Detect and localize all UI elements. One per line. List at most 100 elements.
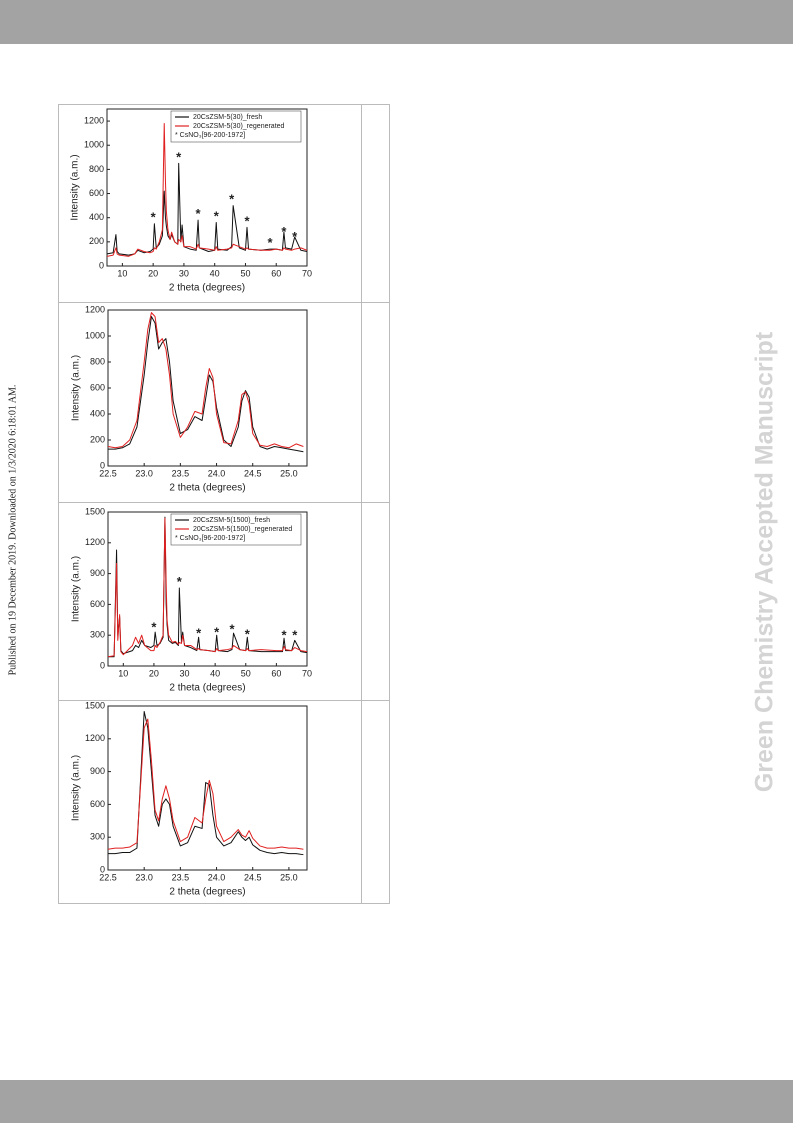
data-line — [108, 316, 304, 453]
y-axis-label: Intensity (a.m.) — [71, 556, 82, 622]
y-tick-label: 1000 — [84, 140, 104, 150]
x-tick-label: 50 — [241, 668, 251, 678]
legend-label: 20CsZSM-5(1500)_regenerated — [193, 526, 292, 533]
annotation: * — [214, 209, 220, 224]
y-tick-label: 900 — [90, 766, 105, 776]
plot-frame — [107, 511, 308, 667]
figure-table — [58, 104, 390, 904]
x-tick-label: 24.0 — [208, 872, 226, 882]
side-note: Published on 19 December 2019. Downloade… — [7, 385, 18, 676]
y-tick-label: 600 — [90, 599, 105, 609]
x-tick-label: 20 — [149, 668, 159, 678]
annotation: * — [196, 626, 202, 641]
legend-label: 20CsZSM-5(30)_fresh — [193, 114, 262, 121]
data-line — [106, 162, 308, 256]
annotation: * — [151, 210, 157, 225]
x-tick-label: 40 — [210, 668, 220, 678]
x-tick-label: 70 — [302, 668, 312, 678]
y-tick-label: 300 — [90, 832, 105, 842]
y-tick-label: 1000 — [85, 330, 105, 340]
x-tick-label: 40 — [210, 268, 220, 278]
legend-label: 20CsZSM-5(30)_regenerated — [193, 123, 285, 130]
annotation: * — [177, 574, 183, 589]
annotation: * — [229, 621, 235, 636]
y-tick-label: 0 — [100, 460, 105, 470]
annotation: * — [268, 235, 274, 250]
annotation: * — [282, 628, 288, 643]
x-tick-label: 60 — [271, 268, 281, 278]
x-tick-label: 24.0 — [208, 468, 226, 478]
annotation: * — [214, 625, 220, 640]
x-axis-label: 2 theta (degrees) — [169, 283, 245, 294]
data-line — [107, 312, 304, 449]
annotation: * — [281, 224, 287, 239]
y-tick-label: 1500 — [85, 506, 105, 516]
y-tick-label: 0 — [99, 260, 104, 270]
x-tick-label: 23.5 — [172, 872, 190, 882]
y-tick-label: 600 — [90, 799, 105, 809]
y-tick-label: 600 — [89, 188, 104, 198]
plot-frame — [106, 108, 308, 267]
x-tick-label: 24.5 — [244, 468, 262, 478]
x-tick-label: 22.5 — [99, 872, 117, 882]
y-tick-label: 1200 — [85, 537, 105, 547]
x-tick-label: 23.0 — [135, 468, 153, 478]
x-axis-label: 2 theta (degrees) — [169, 683, 245, 694]
y-tick-label: 1500 — [85, 700, 105, 710]
y-tick-label: 900 — [90, 568, 105, 578]
annotation: * — [244, 213, 250, 228]
annotation: * — [245, 627, 251, 642]
footer-bar — [0, 1080, 793, 1123]
x-tick-label: 22.5 — [99, 468, 117, 478]
annotation: * — [229, 192, 235, 207]
x-axis-label: 2 theta (degrees) — [169, 483, 245, 494]
y-tick-label: 0 — [100, 660, 105, 670]
x-tick-label: 70 — [302, 268, 312, 278]
data-line — [106, 122, 308, 257]
annotation: * — [176, 149, 182, 164]
x-tick-label: 25.0 — [280, 872, 298, 882]
y-tick-label: 0 — [100, 864, 105, 874]
legend-box — [170, 513, 302, 546]
x-axis-label: 2 theta (degrees) — [169, 887, 245, 898]
legend-box — [170, 110, 302, 143]
annotation: * — [196, 206, 202, 221]
x-tick-label: 23.0 — [135, 872, 153, 882]
x-tick-label: 20 — [148, 268, 158, 278]
x-tick-label: 50 — [240, 268, 250, 278]
legend-note: * CsNO₃[96-200-1972] — [175, 132, 245, 139]
x-tick-label: 30 — [179, 268, 189, 278]
y-axis-label: Intensity (a.m.) — [70, 154, 81, 220]
x-tick-label: 60 — [271, 668, 281, 678]
x-tick-label: 10 — [117, 268, 127, 278]
header-bar — [0, 0, 793, 44]
y-tick-label: 1200 — [85, 304, 105, 314]
y-axis-label: Intensity (a.m.) — [71, 355, 82, 421]
y-tick-label: 800 — [90, 356, 105, 366]
y-tick-label: 1200 — [85, 733, 105, 743]
y-tick-label: 200 — [89, 236, 104, 246]
x-tick-label: 10 — [118, 668, 128, 678]
y-tick-label: 300 — [90, 630, 105, 640]
y-tick-label: 800 — [89, 164, 104, 174]
y-tick-label: 400 — [90, 408, 105, 418]
x-tick-label: 24.5 — [244, 872, 262, 882]
y-tick-label: 400 — [89, 212, 104, 222]
legend-label: 20CsZSM-5(1500)_fresh — [193, 517, 270, 524]
annotation: * — [292, 229, 298, 244]
legend-note: * CsNO₃[96-200-1972] — [175, 535, 245, 542]
x-tick-label: 30 — [180, 668, 190, 678]
y-tick-label: 600 — [90, 382, 105, 392]
annotation: * — [151, 619, 157, 634]
x-tick-label: 25.0 — [280, 468, 298, 478]
data-line — [107, 718, 304, 850]
y-tick-label: 200 — [90, 434, 105, 444]
y-axis-label: Intensity (a.m.) — [71, 755, 82, 821]
y-tick-label: 1200 — [84, 115, 104, 125]
data-line — [107, 517, 308, 658]
plot-frame — [107, 705, 308, 871]
annotation: * — [292, 628, 298, 643]
watermark: Green Chemistry Accepted Manuscript — [751, 331, 779, 792]
data-line — [108, 710, 304, 856]
